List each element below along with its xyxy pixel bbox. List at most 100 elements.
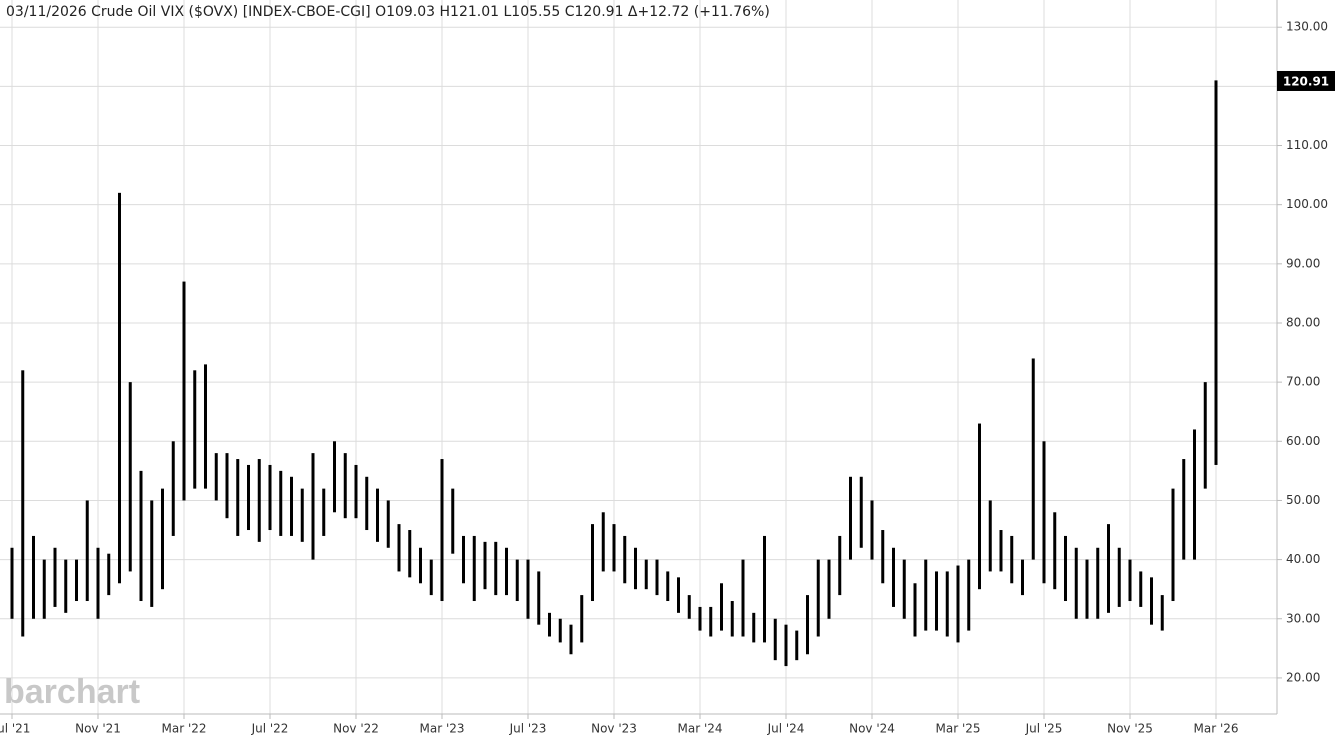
y-tick-label: 60.00 — [1286, 434, 1320, 448]
range-bar — [902, 559, 906, 619]
range-bar — [1139, 571, 1143, 607]
range-bar — [85, 500, 89, 602]
range-bar — [870, 500, 874, 560]
range-bar — [1053, 512, 1057, 590]
watermark: barchart — [4, 673, 140, 711]
last-price-tag — [1277, 70, 1335, 91]
range-bar — [537, 571, 541, 625]
range-bar — [634, 547, 637, 590]
y-tick-label: 90.00 — [1286, 256, 1320, 270]
range-bar — [161, 488, 164, 590]
range-bar — [1182, 459, 1186, 560]
range-bar — [408, 530, 412, 578]
x-tick-label: Jul '25 — [1025, 722, 1063, 736]
y-tick-label: 20.00 — [1286, 670, 1320, 684]
range-bar — [816, 559, 820, 637]
range-bar — [53, 547, 57, 607]
range-bar — [515, 559, 519, 602]
range-bar — [182, 281, 186, 501]
range-bar — [881, 530, 885, 584]
range-bar — [118, 192, 121, 584]
x-tick-label: Nov '21 — [75, 722, 121, 736]
range-bar — [1203, 382, 1207, 489]
range-bar — [612, 524, 616, 572]
range-bar — [655, 559, 659, 596]
range-bar — [580, 595, 584, 643]
range-bar — [1074, 547, 1078, 619]
range-bar — [64, 559, 68, 613]
range-bar — [698, 606, 702, 631]
range-bar — [741, 559, 745, 637]
range-bar — [429, 559, 433, 596]
range-bar — [1085, 559, 1089, 619]
range-bar — [1117, 547, 1121, 607]
range-bar — [601, 512, 605, 572]
range-bar — [204, 364, 207, 489]
range-bar — [462, 535, 465, 584]
range-bar — [752, 612, 756, 643]
range-bar — [730, 601, 734, 637]
range-bar — [472, 535, 476, 602]
range-bar — [333, 441, 336, 513]
y-tick-label: 80.00 — [1286, 315, 1320, 329]
range-bar — [945, 571, 949, 637]
y-tick-label: 70.00 — [1286, 375, 1320, 389]
x-tick-label: Jul '21 — [0, 722, 30, 736]
range-bar — [21, 370, 25, 637]
range-bar — [440, 459, 444, 602]
range-bar — [386, 500, 390, 548]
range-bar — [591, 524, 594, 602]
range-bar — [935, 571, 938, 631]
range-bar — [236, 459, 240, 536]
range-bar — [300, 488, 304, 542]
x-tick-label: Mar '22 — [161, 722, 206, 736]
range-bar — [354, 464, 358, 519]
range-bar — [139, 470, 143, 602]
y-tick-label: 30.00 — [1286, 611, 1320, 625]
range-bar — [677, 577, 680, 613]
range-bar — [1010, 535, 1014, 584]
x-tick-label: Mar '25 — [935, 722, 980, 736]
y-tick-label: 110.00 — [1286, 138, 1328, 152]
range-bar — [128, 382, 132, 572]
range-bar — [623, 535, 627, 584]
range-bar — [795, 630, 799, 661]
range-bar — [257, 459, 261, 542]
range-bar — [1193, 429, 1196, 560]
range-bar — [419, 547, 422, 584]
range-bar — [494, 541, 498, 596]
range-bar — [999, 530, 1003, 572]
range-bar — [290, 476, 293, 536]
range-bar — [75, 559, 78, 602]
x-tick-label: Jul '24 — [767, 722, 805, 736]
range-bar — [1021, 559, 1024, 596]
range-bar — [569, 624, 573, 655]
y-tick-label: 50.00 — [1286, 493, 1320, 507]
x-tick-label: Jul '23 — [509, 722, 547, 736]
range-bar — [827, 559, 831, 619]
range-bar — [709, 606, 713, 637]
range-bar — [1214, 80, 1218, 465]
range-bar — [913, 583, 917, 637]
range-bar — [666, 571, 670, 602]
range-bar — [214, 453, 218, 501]
x-tick-label: Mar '26 — [1193, 722, 1238, 736]
last-price-label: 120.91 — [1283, 74, 1329, 88]
x-tick-label: Nov '22 — [333, 722, 379, 736]
range-bar — [193, 370, 197, 489]
range-bar — [107, 553, 111, 596]
range-bar — [548, 612, 551, 637]
x-tick-label: Mar '24 — [677, 722, 722, 736]
range-bar — [763, 535, 766, 643]
x-tick-label: Nov '24 — [849, 722, 895, 736]
range-bar — [150, 500, 154, 607]
range-bar — [1031, 358, 1035, 560]
range-bar — [1042, 441, 1046, 584]
range-bar — [311, 453, 315, 560]
range-bar — [956, 565, 960, 643]
range-bar — [773, 618, 777, 661]
chart-title: 03/11/2026 Crude Oil VIX ($OVX) [INDEX-C… — [6, 4, 770, 20]
x-tick-label: Mar '23 — [419, 722, 464, 736]
range-bar — [838, 535, 842, 596]
range-bar — [687, 595, 691, 619]
